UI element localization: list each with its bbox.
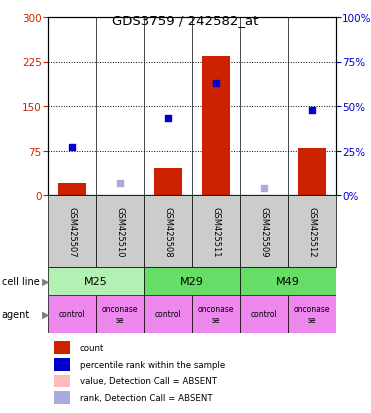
Text: ▶: ▶ bbox=[42, 276, 49, 286]
Text: M49: M49 bbox=[276, 276, 300, 286]
Text: onconase
se: onconase se bbox=[198, 304, 234, 324]
Text: onconase
se: onconase se bbox=[294, 304, 330, 324]
Text: control: control bbox=[155, 310, 181, 319]
Text: value, Detection Call = ABSENT: value, Detection Call = ABSENT bbox=[80, 377, 217, 386]
Text: rank, Detection Call = ABSENT: rank, Detection Call = ABSENT bbox=[80, 393, 212, 402]
Text: GSM425512: GSM425512 bbox=[308, 206, 316, 256]
Bar bbox=[48, 267, 144, 295]
Bar bbox=[54, 375, 70, 387]
Text: onconase
se: onconase se bbox=[102, 304, 138, 324]
Bar bbox=[144, 195, 192, 267]
Point bbox=[309, 107, 315, 114]
Text: agent: agent bbox=[2, 309, 30, 319]
Point bbox=[213, 81, 219, 87]
Bar bbox=[54, 358, 70, 371]
Text: control: control bbox=[251, 310, 278, 319]
Bar bbox=[240, 195, 288, 267]
Bar bbox=[154, 169, 183, 195]
Bar bbox=[201, 57, 230, 195]
Text: control: control bbox=[59, 310, 85, 319]
Text: count: count bbox=[80, 343, 104, 352]
Bar bbox=[192, 195, 240, 267]
Bar bbox=[54, 392, 70, 404]
Text: M29: M29 bbox=[180, 276, 204, 286]
Bar bbox=[144, 267, 240, 295]
Text: GSM425511: GSM425511 bbox=[211, 206, 220, 256]
Text: ▶: ▶ bbox=[42, 309, 49, 319]
Bar bbox=[192, 295, 240, 333]
Point bbox=[117, 180, 123, 186]
Text: GSM425507: GSM425507 bbox=[68, 206, 76, 257]
Bar bbox=[58, 184, 86, 195]
Bar bbox=[48, 295, 96, 333]
Bar bbox=[240, 295, 288, 333]
Text: cell line: cell line bbox=[2, 276, 40, 286]
Point bbox=[69, 144, 75, 151]
Bar bbox=[48, 195, 96, 267]
Bar bbox=[96, 195, 144, 267]
Text: GSM425509: GSM425509 bbox=[259, 206, 269, 256]
Bar bbox=[144, 295, 192, 333]
Text: percentile rank within the sample: percentile rank within the sample bbox=[80, 360, 225, 369]
Text: GSM425510: GSM425510 bbox=[115, 206, 125, 256]
Bar bbox=[240, 267, 336, 295]
Bar bbox=[288, 195, 336, 267]
Bar bbox=[54, 341, 70, 354]
Text: GSM425508: GSM425508 bbox=[164, 206, 173, 257]
Bar bbox=[96, 295, 144, 333]
Point bbox=[261, 185, 267, 192]
Bar bbox=[288, 295, 336, 333]
Text: GDS3759 / 242582_at: GDS3759 / 242582_at bbox=[112, 14, 259, 27]
Bar bbox=[298, 148, 326, 195]
Text: M25: M25 bbox=[84, 276, 108, 286]
Point bbox=[165, 116, 171, 123]
